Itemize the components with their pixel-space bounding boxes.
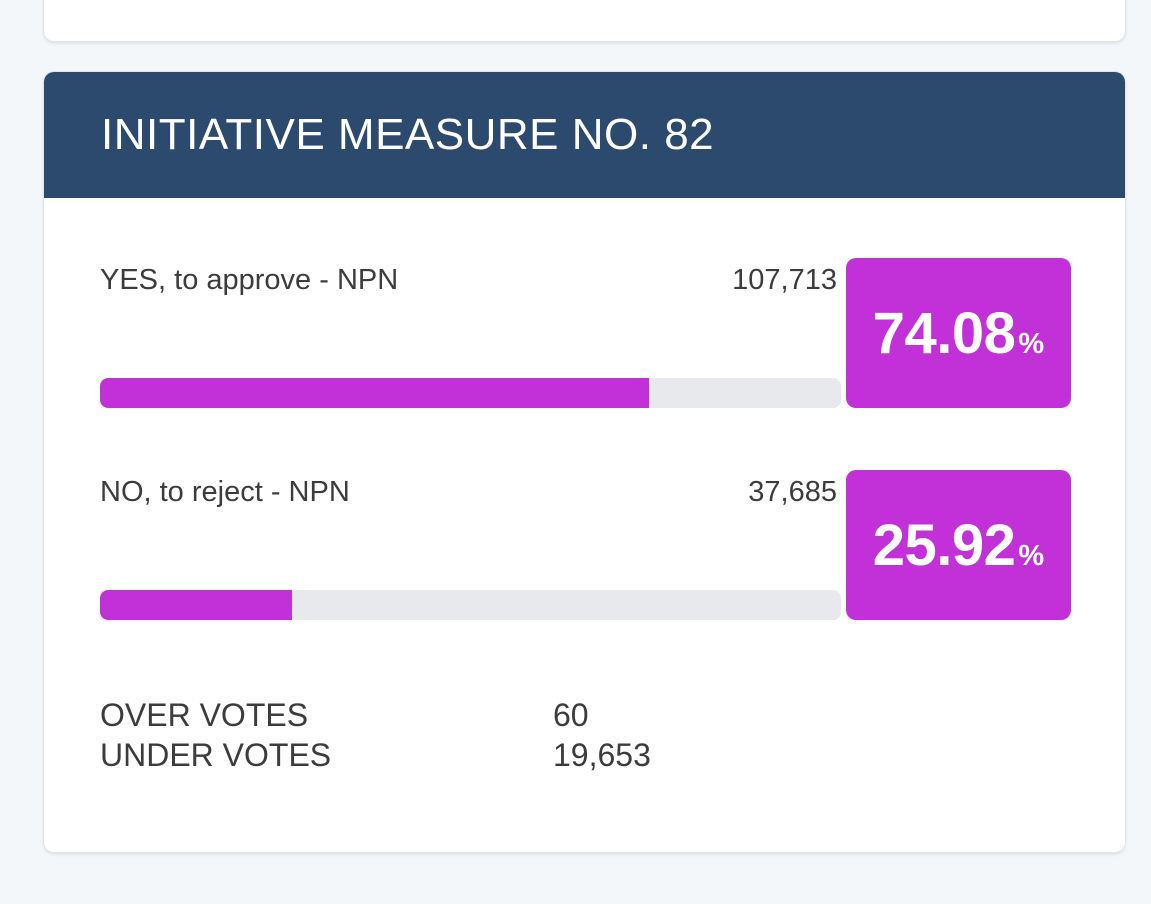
choice-no-votes: 37,685: [748, 476, 837, 508]
choice-row-yes: YES, to approve - NPN 107,713 74.08 %: [100, 258, 1071, 408]
choice-yes-bar-fill: [100, 378, 649, 408]
measure-title: INITIATIVE MEASURE NO. 82: [101, 110, 715, 159]
previous-card-bottom: [44, 0, 1125, 41]
percent-sign: %: [1018, 539, 1045, 572]
choice-yes-percent: 74.08 %: [873, 300, 1044, 367]
choice-no-percent-value: 25.92: [872, 512, 1016, 578]
choice-row-no: NO, to reject - NPN 37,685 25.92 %: [100, 470, 1071, 620]
choice-no-info: NO, to reject - NPN 37,685: [100, 476, 841, 509]
over-votes-label: OVER VOTES: [100, 697, 309, 733]
choice-no-percent: 25.92 %: [873, 512, 1044, 579]
over-votes-value: 60: [553, 697, 589, 733]
choice-yes-percent-value: 74.08: [872, 300, 1016, 366]
choice-yes-percent-badge: 74.08 %: [846, 258, 1071, 408]
choice-yes-bar-track: [100, 378, 841, 408]
choice-no-label: NO, to reject - NPN: [100, 476, 350, 508]
percent-sign: %: [1018, 327, 1045, 360]
choice-no-details: NO, to reject - NPN 37,685: [100, 470, 841, 620]
choice-yes-label: YES, to approve - NPN: [100, 264, 399, 296]
choice-no-bar-fill: [100, 590, 293, 620]
choice-yes-votes: 107,713: [732, 264, 837, 296]
measure-card: INITIATIVE MEASURE NO. 82 YES, to approv…: [44, 72, 1125, 852]
under-votes-label: UNDER VOTES: [100, 737, 332, 773]
under-votes-row: UNDER VOTES 19,653: [100, 735, 1071, 775]
measure-title-bar: INITIATIVE MEASURE NO. 82: [44, 72, 1125, 198]
totals-section: OVER VOTES 60 UNDER VOTES 19,653: [100, 695, 1071, 775]
choice-yes-info: YES, to approve - NPN 107,713: [100, 264, 841, 297]
choice-no-percent-badge: 25.92 %: [846, 470, 1071, 620]
under-votes-value: 19,653: [553, 737, 651, 773]
choice-no-bar-track: [100, 590, 841, 620]
measure-results: YES, to approve - NPN 107,713 74.08 %: [44, 198, 1125, 775]
choice-yes-details: YES, to approve - NPN 107,713: [100, 258, 841, 408]
over-votes-row: OVER VOTES 60: [100, 695, 1071, 735]
